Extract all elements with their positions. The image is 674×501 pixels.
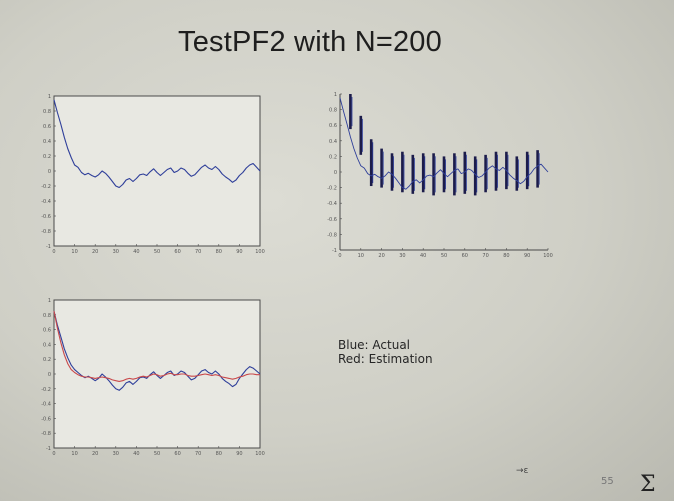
y-tick-label: -0.6 bbox=[327, 217, 337, 223]
plot-frame bbox=[53, 95, 261, 247]
y-tick-label: 1 bbox=[334, 92, 337, 98]
y-tick-label: -0.4 bbox=[41, 402, 51, 408]
y-tick-label: 0.2 bbox=[43, 154, 51, 160]
actual-vs-estimation-plot: 10.80.60.40.20-0.2-0.4-0.6-0.8-10 10 20 30 4… bbox=[41, 298, 265, 457]
y-tick-label: 0.8 bbox=[43, 109, 51, 115]
particles-plot: 10.80.60.40.20-0.2-0.4-0.6-0.8-10 10 20 30 4… bbox=[327, 92, 553, 259]
x-tick-label: 30 bbox=[113, 249, 119, 255]
series-actual-line bbox=[339, 97, 549, 190]
x-tick-label: 70 bbox=[195, 451, 201, 457]
y-tick-label: 1 bbox=[48, 298, 51, 304]
series-estimation-line bbox=[53, 310, 260, 382]
y-tick-label: -0.8 bbox=[327, 232, 337, 238]
plot-frame bbox=[53, 299, 261, 449]
y-tick-label: -1 bbox=[46, 446, 51, 452]
x-tick-label: 60 bbox=[462, 253, 468, 259]
y-tick-label: 0 bbox=[48, 372, 51, 378]
y-tick-label: 0.6 bbox=[43, 328, 51, 334]
x-tick-label: 50 bbox=[154, 249, 160, 255]
x-tick-label: 20 bbox=[92, 249, 98, 255]
y-tick-label: 1 bbox=[48, 94, 51, 100]
y-tick-label: -0.2 bbox=[41, 387, 51, 393]
x-tick-label: 100 bbox=[255, 451, 265, 457]
y-tick-label: 0 bbox=[334, 170, 337, 176]
x-tick-label: 100 bbox=[255, 249, 265, 255]
y-tick-label: 0.8 bbox=[43, 313, 51, 319]
y-tick-label: -0.8 bbox=[41, 431, 51, 437]
y-tick-label: -0.6 bbox=[41, 416, 51, 422]
corner-sigma-mark: Σ bbox=[640, 472, 656, 497]
x-tick-label: 30 bbox=[399, 253, 405, 259]
legend-blue-actual: Blue: Actual bbox=[338, 338, 411, 352]
legend-red-estimation: Red: Estimation bbox=[338, 352, 433, 366]
y-tick-label: 0 bbox=[48, 169, 51, 175]
x-tick-label: 60 bbox=[174, 249, 180, 255]
y-tick-label: 0.8 bbox=[329, 108, 337, 114]
x-tick-label: 0 bbox=[52, 249, 55, 255]
x-tick-label: 40 bbox=[133, 451, 139, 457]
actual-state-plot: 10.80.60.40.20-0.2-0.4-0.6-0.8-10 10 20 30 4… bbox=[41, 94, 265, 255]
x-tick-label: 80 bbox=[503, 253, 509, 259]
y-tick-label: 0.4 bbox=[43, 139, 51, 145]
series-actual-line bbox=[53, 310, 261, 391]
slide-number: 55 bbox=[601, 476, 614, 487]
x-tick-label: 60 bbox=[174, 451, 180, 457]
y-tick-label: -0.2 bbox=[327, 186, 337, 192]
x-tick-label: 0 bbox=[52, 451, 55, 457]
x-tick-label: 10 bbox=[71, 249, 77, 255]
y-tick-label: -0.4 bbox=[327, 201, 337, 207]
y-tick-label: 0.2 bbox=[43, 357, 51, 363]
x-tick-label: 90 bbox=[524, 253, 530, 259]
slide-title: TestPF2 with N=200 bbox=[178, 26, 442, 58]
x-tick-label: 10 bbox=[358, 253, 364, 259]
y-tick-label: -1 bbox=[332, 248, 337, 254]
x-tick-label: 70 bbox=[195, 249, 201, 255]
y-tick-label: 0.4 bbox=[43, 342, 51, 348]
x-tick-label: 50 bbox=[441, 253, 447, 259]
y-tick-label: -0.8 bbox=[41, 229, 51, 235]
x-tick-label: 20 bbox=[378, 253, 384, 259]
x-tick-label: 50 bbox=[154, 451, 160, 457]
x-tick-label: 10 bbox=[71, 451, 77, 457]
x-tick-label: 20 bbox=[92, 451, 98, 457]
y-tick-label: -0.4 bbox=[41, 199, 51, 205]
x-tick-label: 30 bbox=[113, 451, 119, 457]
x-tick-label: 70 bbox=[482, 253, 488, 259]
x-tick-label: 90 bbox=[236, 451, 242, 457]
handwritten-scribble: →ε bbox=[516, 466, 529, 476]
y-tick-label: 0.4 bbox=[329, 139, 337, 145]
y-tick-label: 0.6 bbox=[43, 124, 51, 130]
x-tick-label: 0 bbox=[338, 253, 341, 259]
x-tick-label: 40 bbox=[420, 253, 426, 259]
x-tick-label: 80 bbox=[216, 451, 222, 457]
series-actual-line bbox=[53, 99, 261, 189]
y-tick-label: -0.2 bbox=[41, 184, 51, 190]
x-tick-label: 100 bbox=[543, 253, 553, 259]
legend: Blue: Actual Red: Estimation bbox=[338, 338, 433, 366]
x-tick-label: 90 bbox=[236, 249, 242, 255]
y-tick-label: 0.6 bbox=[329, 123, 337, 129]
x-tick-label: 40 bbox=[133, 249, 139, 255]
y-tick-label: -1 bbox=[46, 244, 51, 250]
x-tick-label: 80 bbox=[216, 249, 222, 255]
y-tick-label: 0.2 bbox=[329, 154, 337, 160]
y-tick-label: -0.6 bbox=[41, 214, 51, 220]
